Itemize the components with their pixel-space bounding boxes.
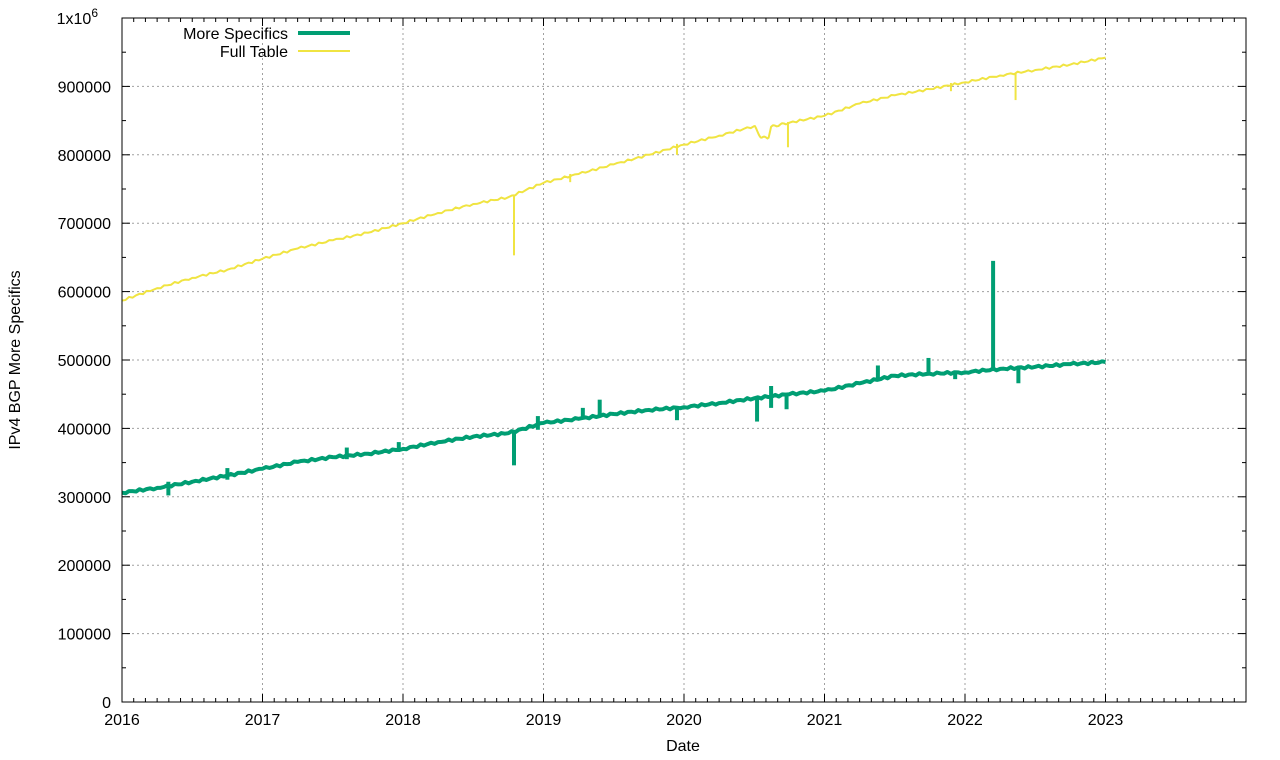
y-tick-label: 300000 xyxy=(58,490,111,507)
y-tick-label: 200000 xyxy=(58,558,111,575)
ticks: 0 100000 200000 300000 400000 500000 600000 700… xyxy=(57,6,1246,729)
grid xyxy=(122,18,1246,702)
y-tick-label: 0 xyxy=(102,695,111,712)
x-tick-label: 2023 xyxy=(1088,712,1124,729)
legend-label: More Specifics xyxy=(183,26,288,43)
y-tick-label: 500000 xyxy=(58,353,111,370)
y-tick-label: 1x106 xyxy=(57,6,99,28)
x-tick-label: 2016 xyxy=(104,712,140,729)
series-line xyxy=(121,56,1106,302)
x-tick-label: 2022 xyxy=(947,712,983,729)
y-tick-label: 400000 xyxy=(58,421,111,438)
series-line xyxy=(121,359,1106,496)
y-tick-label: 900000 xyxy=(58,79,111,96)
y-tick-label: 800000 xyxy=(58,148,111,165)
y-axis-label: IPv4 BGP More Specifics xyxy=(7,270,24,449)
y-tick-label: 600000 xyxy=(58,285,111,302)
y-tick-label: 700000 xyxy=(58,216,111,233)
x-tick-label: 2017 xyxy=(245,712,281,729)
legend-label: Full Table xyxy=(220,44,288,61)
x-tick-label: 2021 xyxy=(807,712,843,729)
series-layer xyxy=(121,56,1106,496)
series-full-table xyxy=(121,56,1106,302)
y-tick-label: 100000 xyxy=(58,627,111,644)
x-tick-label: 2018 xyxy=(385,712,421,729)
series-more-specifics xyxy=(121,260,1106,496)
x-tick-label: 2020 xyxy=(666,712,702,729)
x-tick-label: 2019 xyxy=(526,712,562,729)
x-axis-label: Date xyxy=(666,738,700,755)
y-tick-label-superscript: 6 xyxy=(91,6,98,20)
